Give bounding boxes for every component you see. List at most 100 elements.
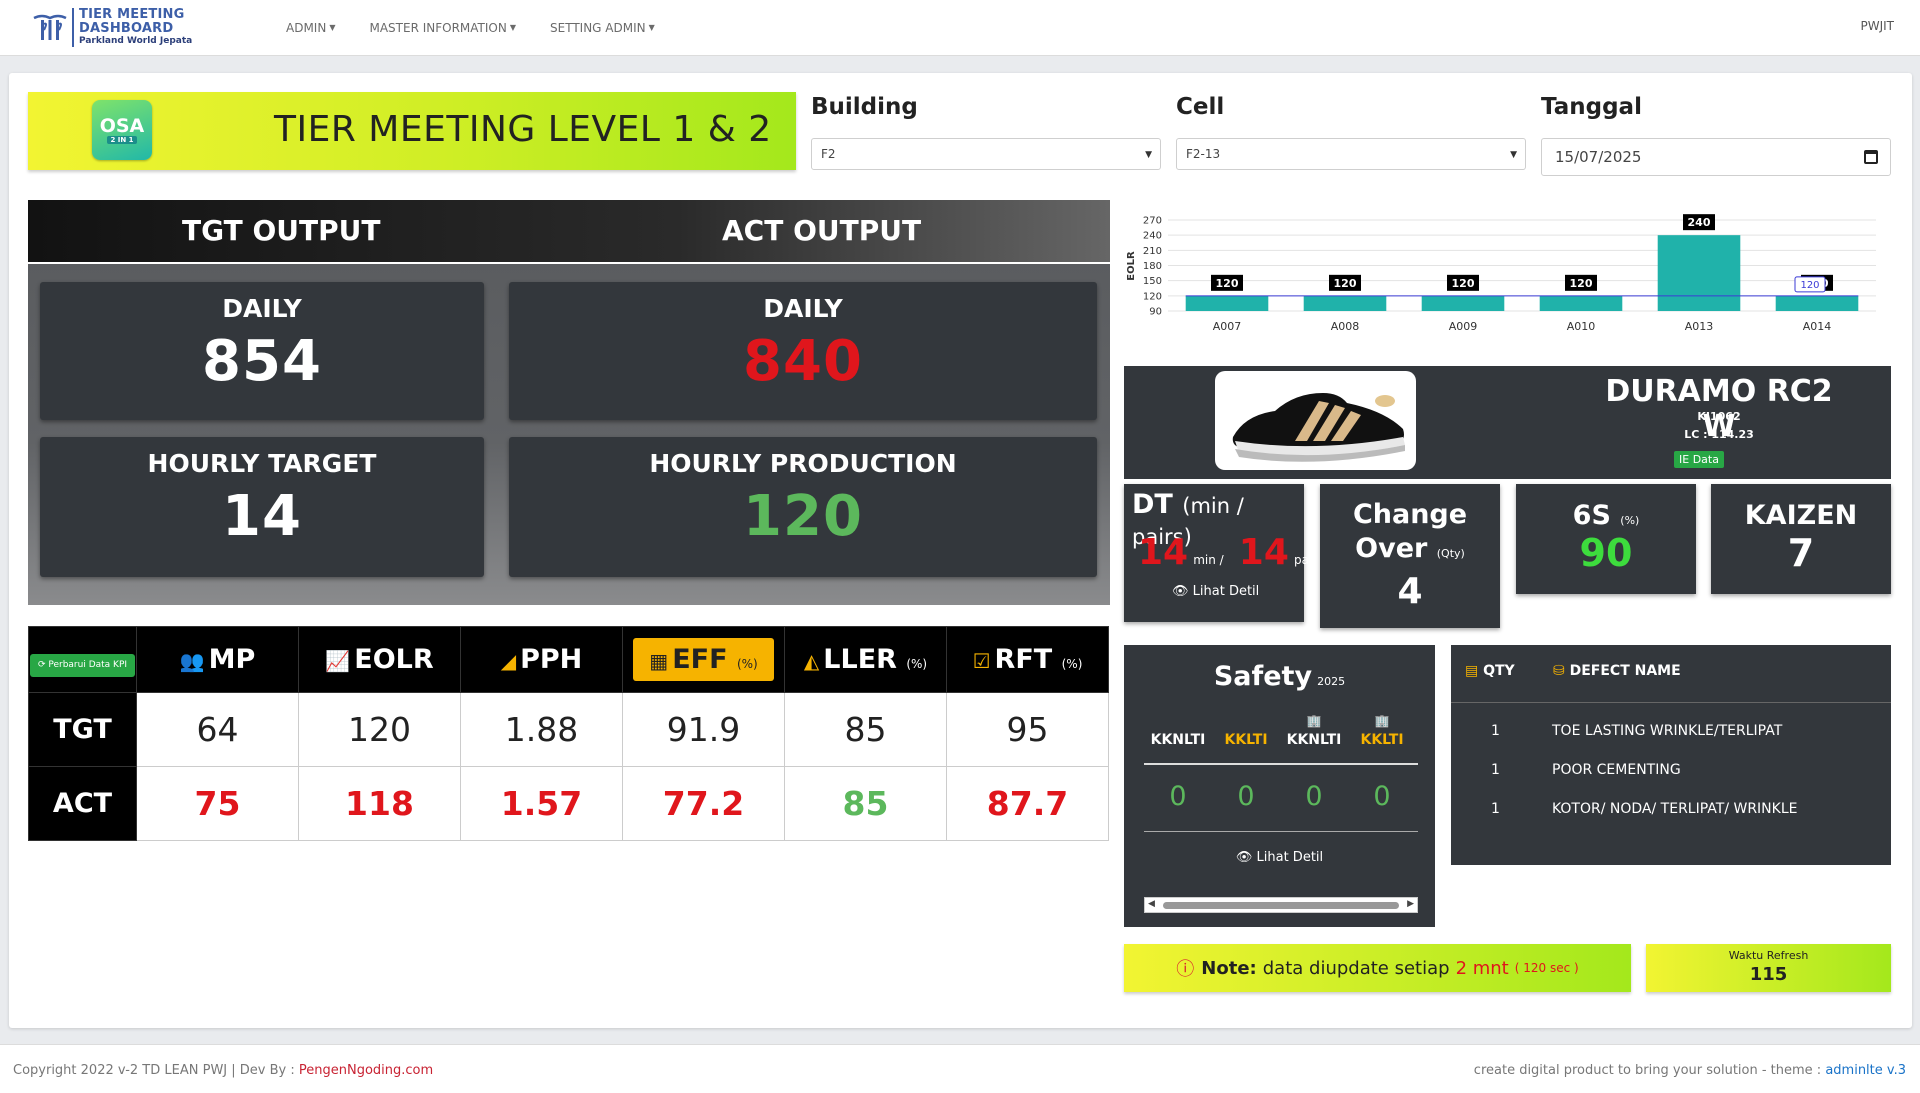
scroll-right-icon[interactable]: ▶ (1407, 899, 1414, 909)
check-square-icon: ☑ (972, 649, 991, 673)
row-label-act: ACT (28, 766, 137, 841)
eye-icon: 👁 (1172, 584, 1189, 599)
tgt-eff: 91.9 (622, 692, 785, 767)
brand-logo-icon (32, 14, 68, 42)
tgt-output-header: TGT OUTPUT (182, 214, 381, 247)
scroll-left-icon[interactable]: ◀ (1148, 899, 1155, 909)
act-mp: 75 (136, 766, 299, 841)
act-daily-box: DAILY 840 (509, 282, 1097, 420)
defect-name-header: DEFECT NAME (1569, 663, 1681, 679)
refresh-kpi-button[interactable]: ⟳ Perbarui Data KPI (29, 653, 136, 677)
scrollbar-thumb[interactable] (1163, 902, 1399, 909)
changeover-title-1: Change (1352, 499, 1468, 530)
dt-min-value: 14 (1138, 532, 1189, 573)
caret-down-icon: ▼ (509, 23, 517, 32)
y-tick-label: 150 (1143, 276, 1162, 287)
refresh-value: 115 (1749, 964, 1788, 985)
footer-theme-link[interactable]: adminlte v.3 (1825, 1063, 1906, 1078)
footer-tagline: create digital product to bring your sol… (1473, 1063, 1822, 1078)
target-label: 120 (1800, 280, 1819, 291)
y-axis-label: EOLR (1126, 251, 1137, 281)
list-item: 1 TOE LASTING WRINKLE/TERLIPAT (1491, 723, 1783, 739)
safety-value-4: 0 (1373, 781, 1391, 812)
x-tick-label: A013 (1685, 320, 1714, 333)
chart-bar (1775, 295, 1859, 311)
data-label-box (1565, 274, 1597, 291)
chart-bar (1185, 295, 1269, 311)
caret-down-icon: ▼ (329, 23, 336, 32)
tgt-pph: 1.88 (460, 692, 623, 767)
kpi-header-eff: ▦ EFF (%) (622, 626, 785, 693)
defect-box: ▤ QTY ⛁ DEFECT NAME 1 TOE LASTING WRINKL… (1451, 645, 1891, 865)
calendar-icon[interactable] (1864, 150, 1878, 164)
navbar: TIER MEETING DASHBOARD Parkland World Je… (0, 0, 1920, 56)
kpi-header-rft: ☑ RFT (%) (946, 626, 1109, 693)
safety-col-kknlti-2: KKNLTI (1286, 732, 1342, 748)
output-panel: TGT OUTPUT ACT OUTPUT DAILY 854 DAILY 84… (28, 200, 1110, 605)
footer-copyright: Copyright 2022 v-2 TD LEAN PWJ | Dev By … (13, 1063, 295, 1078)
act-eolr: 118 (298, 766, 461, 841)
product-lc: LC : 114.23 (1684, 428, 1754, 441)
area-chart-icon: ◭ (803, 649, 820, 673)
six-s-box: 6S (%) 90 (1516, 484, 1696, 594)
x-tick-label: A008 (1331, 320, 1360, 333)
defect-qty-header: QTY (1483, 663, 1515, 679)
y-tick-label: 90 (1149, 307, 1162, 318)
signal-icon: ◢ (500, 649, 517, 673)
ie-data-button[interactable]: IE Data (1674, 451, 1724, 468)
horizontal-scrollbar[interactable]: ◀ ▶ (1144, 897, 1418, 913)
y-tick-label: 240 (1143, 231, 1162, 242)
target-label-box (1794, 276, 1826, 293)
kpi-header-ller: ◭ LLER (%) (784, 626, 947, 693)
tgt-daily-value: 854 (202, 329, 322, 394)
act-pph: 1.57 (460, 766, 623, 841)
hourly-target-value: 14 (222, 484, 302, 549)
cell-label: Cell (1176, 94, 1225, 120)
chart-bar (1539, 295, 1623, 311)
nav-admin[interactable]: ADMIN ▼ (286, 20, 336, 35)
info-circle-icon: ⓘ (1176, 959, 1195, 980)
nav-master-information[interactable]: MASTER INFORMATION ▼ (369, 20, 517, 35)
dt-box: DT (min / pairs) 14 min / 14 pairs 👁 Lih… (1124, 484, 1324, 622)
caret-down-icon: ▼ (1145, 150, 1152, 160)
hourly-target-box: HOURLY TARGET 14 (40, 437, 484, 577)
footer-dev-link[interactable]: PengenNgoding.com (298, 1063, 434, 1078)
nav-setting-admin[interactable]: SETTING ADMIN ▼ (550, 20, 655, 35)
database-icon: ⛁ (1553, 663, 1565, 679)
y-tick-label: 210 (1143, 246, 1162, 257)
building-icon: 🏢 (1306, 714, 1322, 728)
x-tick-label: A010 (1567, 320, 1596, 333)
caret-down-icon: ▼ (1510, 150, 1517, 160)
shoe-image (1215, 371, 1416, 470)
changeover-title-2: Over (1355, 533, 1428, 564)
changeover-box: Change Over (Qty) 4 (1320, 484, 1500, 628)
eolr-chart: EOLR 90 120 150 180 210 240 270 A007 120 A008 120 A0… (1124, 196, 1884, 346)
x-tick-label: A007 (1213, 320, 1242, 333)
y-tick-label: 270 (1143, 216, 1162, 227)
title-banner: OSA 2 IN 1 TIER MEETING LEVEL 1 & 2 (28, 92, 796, 170)
x-tick-label: A014 (1803, 320, 1832, 333)
act-output-header: ACT OUTPUT (722, 214, 922, 247)
note-seconds: ( 120 sec ) (1514, 961, 1579, 975)
kpi-header-mp: 👥 MP (136, 626, 299, 693)
safety-col-kklti-2: KKLTI (1360, 732, 1404, 748)
user-menu[interactable]: PWJIT (1860, 19, 1894, 33)
note-interval: 2 mnt (1455, 957, 1509, 979)
page-title: TIER MEETING LEVEL 1 & 2 (274, 109, 772, 150)
building-select[interactable]: F2 ▼ (811, 138, 1161, 170)
kpi-header-eolr: 📈 EOLR (298, 626, 461, 693)
row-label-tgt: TGT (28, 692, 137, 767)
list-item: 1 POOR CEMENTING (1491, 762, 1681, 778)
brand[interactable]: TIER MEETING DASHBOARD Parkland World Je… (32, 8, 252, 47)
safety-detail-link[interactable]: 👁 Lihat Detil (1235, 850, 1324, 865)
cell-select[interactable]: F2-13 ▼ (1176, 138, 1526, 170)
hourly-production-value: 120 (743, 484, 863, 549)
kpi-header-pph: ◢ PPH (460, 626, 623, 693)
dt-detail-link[interactable]: 👁 Lihat Detil (1172, 584, 1260, 599)
note-bar: ⓘ Note: data diupdate setiap 2 mnt ( 120… (1124, 944, 1631, 992)
safety-year: 2025 (1317, 675, 1346, 688)
kaizen-value: 7 (1787, 531, 1815, 575)
dt-unit: (min / pairs) (1132, 494, 1244, 549)
date-input[interactable]: 15/07/2025 (1541, 138, 1891, 176)
data-label: 120 (1452, 277, 1475, 290)
